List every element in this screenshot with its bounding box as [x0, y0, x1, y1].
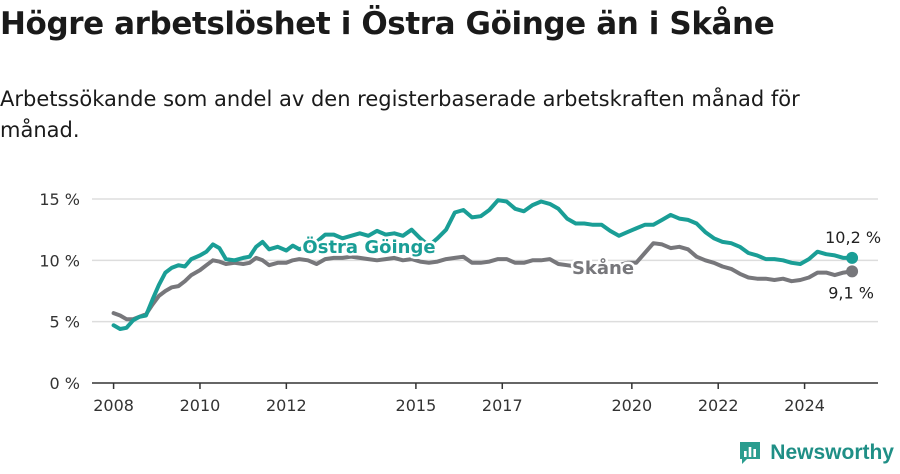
x-tick-label-2017: 2017: [482, 396, 523, 415]
page-subtitle: Arbetssökande som andel av den registerb…: [0, 87, 800, 142]
newsworthy-logo-icon: [740, 441, 761, 464]
y-tick-label-0: 0 %: [50, 374, 80, 393]
series-end-dot-sk-ne: [846, 265, 859, 278]
page-title: Högre arbetslöshet i Östra Göinge än i S…: [0, 6, 775, 42]
brand-name: Newsworthy: [770, 441, 894, 464]
series-label-ostra-goinge: Östra Göinge: [302, 236, 435, 258]
series-lines: [111, 198, 859, 331]
x-tick-label-2015: 2015: [396, 396, 437, 415]
series-label-skane: Skåne: [572, 257, 634, 279]
x-axis: 2008 2010 2012 2015 2017 2020 2022 2024: [92, 382, 878, 415]
x-tick-label-2022: 2022: [698, 396, 739, 415]
x-tick-label-2024: 2024: [784, 396, 825, 415]
newsworthy-brand[interactable]: Newsworthy: [738, 438, 894, 468]
x-tick-label-2010: 2010: [180, 396, 221, 415]
series-label-ostra-goinge-halo: Östra Göinge: [302, 236, 435, 258]
series-line--stra-g-inge: [111, 198, 855, 331]
end-value-label-ostra-goinge: 10,2 %: [825, 228, 881, 247]
x-tick-label-2008: 2008: [93, 396, 134, 415]
series-end-dot--stra-g-inge: [846, 251, 859, 264]
x-tick-label-2012: 2012: [266, 396, 307, 415]
end-value-label-skane: 9,1 %: [828, 283, 874, 302]
series-line-sk-ne: [111, 241, 855, 322]
y-tick-label-5: 5 %: [50, 313, 80, 332]
x-tick-label-2020: 2020: [611, 396, 652, 415]
y-tick-label-15: 15 %: [39, 190, 80, 209]
y-tick-label-10: 10 %: [39, 251, 80, 270]
series-label-skane-halo: Skåne: [572, 257, 634, 279]
